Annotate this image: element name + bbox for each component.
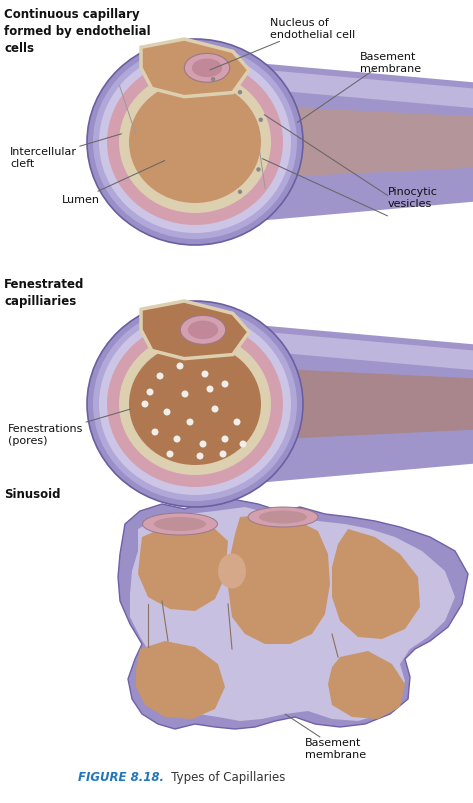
Circle shape bbox=[186, 419, 193, 426]
Text: Nucleus of
endothelial cell: Nucleus of endothelial cell bbox=[210, 18, 355, 71]
Circle shape bbox=[211, 78, 215, 83]
Text: FIGURE 8.18.: FIGURE 8.18. bbox=[78, 771, 164, 784]
Ellipse shape bbox=[192, 59, 222, 78]
Text: Lumen: Lumen bbox=[62, 161, 165, 205]
Polygon shape bbox=[130, 507, 455, 721]
Circle shape bbox=[166, 451, 174, 458]
Circle shape bbox=[234, 419, 240, 426]
Polygon shape bbox=[195, 64, 473, 109]
Text: Intercellular
cleft: Intercellular cleft bbox=[10, 135, 122, 169]
Ellipse shape bbox=[87, 302, 303, 507]
Ellipse shape bbox=[119, 333, 271, 475]
Circle shape bbox=[164, 409, 170, 416]
Polygon shape bbox=[141, 302, 249, 359]
Polygon shape bbox=[136, 642, 225, 719]
Polygon shape bbox=[138, 524, 228, 611]
Circle shape bbox=[201, 371, 209, 378]
Text: Pinocytic
vesicles: Pinocytic vesicles bbox=[388, 187, 438, 209]
Polygon shape bbox=[195, 365, 473, 443]
Polygon shape bbox=[195, 320, 473, 489]
Polygon shape bbox=[195, 59, 473, 227]
Circle shape bbox=[238, 91, 242, 96]
Text: Sinusoid: Sinusoid bbox=[4, 487, 61, 500]
Ellipse shape bbox=[259, 511, 307, 524]
Polygon shape bbox=[328, 651, 405, 719]
Ellipse shape bbox=[99, 52, 291, 234]
Circle shape bbox=[151, 429, 158, 436]
Ellipse shape bbox=[180, 316, 226, 344]
Polygon shape bbox=[332, 529, 420, 639]
Polygon shape bbox=[195, 104, 473, 182]
Text: Continuous capillary
formed by endothelial
cells: Continuous capillary formed by endotheli… bbox=[4, 8, 150, 55]
Polygon shape bbox=[118, 499, 468, 729]
Circle shape bbox=[238, 190, 242, 195]
Ellipse shape bbox=[129, 82, 261, 204]
Circle shape bbox=[221, 436, 228, 443]
Ellipse shape bbox=[184, 55, 230, 84]
Circle shape bbox=[174, 436, 181, 443]
Text: Fenestrated
capilliaries: Fenestrated capilliaries bbox=[4, 278, 84, 308]
Ellipse shape bbox=[87, 40, 303, 246]
Ellipse shape bbox=[93, 308, 297, 501]
Circle shape bbox=[176, 363, 184, 370]
Ellipse shape bbox=[218, 554, 246, 589]
Ellipse shape bbox=[248, 507, 318, 528]
Polygon shape bbox=[141, 40, 249, 97]
Polygon shape bbox=[228, 515, 330, 644]
Circle shape bbox=[219, 451, 227, 458]
Text: Basement
membrane: Basement membrane bbox=[360, 52, 421, 74]
Circle shape bbox=[221, 381, 228, 388]
Ellipse shape bbox=[107, 60, 283, 226]
Circle shape bbox=[141, 401, 149, 408]
Ellipse shape bbox=[188, 321, 218, 340]
Circle shape bbox=[259, 118, 263, 123]
Text: Basement
membrane: Basement membrane bbox=[305, 737, 366, 759]
Circle shape bbox=[239, 441, 246, 448]
Text: Types of Capillaries: Types of Capillaries bbox=[160, 771, 285, 784]
Circle shape bbox=[182, 391, 189, 398]
Circle shape bbox=[207, 386, 213, 393]
Ellipse shape bbox=[129, 344, 261, 466]
Circle shape bbox=[211, 406, 219, 413]
Polygon shape bbox=[195, 326, 473, 370]
Ellipse shape bbox=[99, 314, 291, 495]
Ellipse shape bbox=[119, 72, 271, 214]
Circle shape bbox=[147, 389, 154, 396]
Ellipse shape bbox=[142, 513, 218, 536]
Ellipse shape bbox=[154, 517, 206, 532]
Circle shape bbox=[196, 453, 203, 460]
Circle shape bbox=[256, 168, 261, 173]
Ellipse shape bbox=[107, 321, 283, 487]
Text: Fenestrations
(pores): Fenestrations (pores) bbox=[8, 410, 130, 445]
Circle shape bbox=[157, 373, 164, 380]
Circle shape bbox=[200, 441, 207, 448]
Ellipse shape bbox=[93, 46, 297, 240]
